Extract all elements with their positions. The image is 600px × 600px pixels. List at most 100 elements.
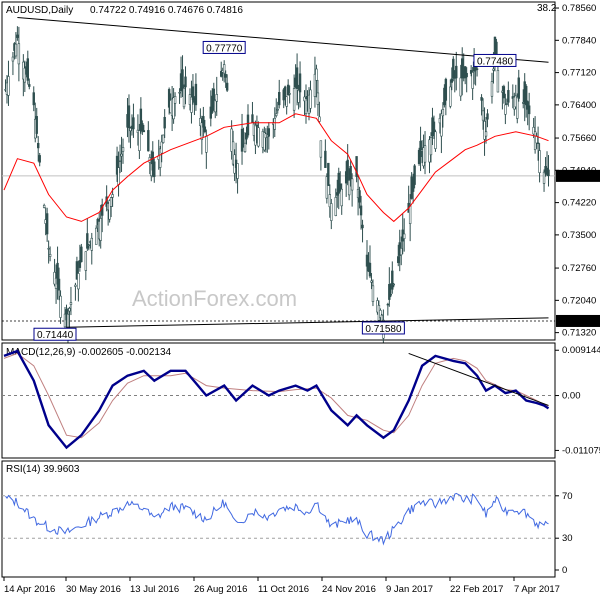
candle-body xyxy=(59,295,62,318)
candle-body xyxy=(459,77,462,97)
candle-body xyxy=(109,197,113,207)
date-tick-label: 9 Jan 2017 xyxy=(386,584,433,595)
date-tick-label: 11 Oct 2016 xyxy=(258,584,309,595)
candle-body xyxy=(159,148,162,168)
candle-body xyxy=(295,67,299,89)
candle-body xyxy=(147,130,150,152)
candle-body xyxy=(542,171,546,184)
candle-body xyxy=(325,176,329,199)
candle-body xyxy=(463,66,467,79)
time-axis: 14 Apr 2016 30 May 2016 13 Jul 2016 26 Aug … xyxy=(3,577,560,595)
candle-body xyxy=(379,309,382,318)
candle-body xyxy=(334,197,337,216)
candle-body xyxy=(139,108,143,132)
price-reference-lines xyxy=(2,175,555,322)
candle-body xyxy=(339,183,342,192)
price-annotation-label: 0.77770 xyxy=(206,43,243,54)
macd-tick-label: -0.011075 xyxy=(562,445,600,456)
candle-body xyxy=(57,278,61,291)
candle-body xyxy=(161,134,165,143)
candle-body xyxy=(132,117,135,130)
candle-body xyxy=(74,284,77,287)
candle-body xyxy=(32,92,35,106)
candle-body xyxy=(178,92,181,94)
candle-body xyxy=(45,213,49,235)
candle-body xyxy=(254,124,257,146)
candle-body xyxy=(181,69,184,90)
candle-body xyxy=(358,190,361,203)
candle-body xyxy=(86,233,89,249)
price-annotation-box xyxy=(33,327,77,341)
candle-body xyxy=(483,121,486,140)
candle-body xyxy=(461,58,464,79)
price-tick-label: 0.75660 xyxy=(562,133,596,144)
candle-body xyxy=(182,87,186,108)
candle-body xyxy=(524,85,528,106)
candle-body xyxy=(389,294,393,296)
candle-body xyxy=(142,130,146,133)
candle-body xyxy=(481,110,485,121)
candle-body xyxy=(278,92,281,106)
candle-body xyxy=(440,113,443,137)
candle-body xyxy=(496,69,500,93)
candle-body xyxy=(163,116,166,129)
candle-body xyxy=(68,308,71,312)
candle-body xyxy=(230,128,233,152)
candle-body xyxy=(63,313,67,328)
candle-body xyxy=(286,84,290,96)
candle-body xyxy=(505,103,509,105)
candle-body xyxy=(173,96,177,104)
price-panel: AUDUSD,Daily 0.74722 0.74916 0.74676 0.7… xyxy=(1,1,600,347)
candle-body xyxy=(23,67,27,83)
candle-body xyxy=(38,155,41,163)
rsi-axis: 70 30 0 xyxy=(555,491,573,576)
candle-body xyxy=(408,205,412,224)
candle-body xyxy=(465,72,468,78)
price-annotation-label: 0.77480 xyxy=(477,56,514,67)
candle-body xyxy=(336,192,339,196)
macd-signal-line xyxy=(3,352,549,439)
macd-tick-label: 0.009144 xyxy=(562,345,600,356)
price-annotation-box xyxy=(473,53,517,67)
candle-body xyxy=(330,203,333,221)
rsi-line xyxy=(5,492,549,546)
candle-body xyxy=(328,194,332,208)
candle-body xyxy=(84,251,88,271)
candle-body xyxy=(200,122,204,140)
candle-body xyxy=(220,71,223,77)
candle-body xyxy=(361,224,364,229)
candle-body xyxy=(37,142,40,149)
candle-body xyxy=(16,34,19,38)
candle-body xyxy=(450,78,454,83)
candle-body xyxy=(444,78,448,101)
candle-body xyxy=(121,147,125,152)
candle-body xyxy=(484,131,488,137)
candle-body xyxy=(535,135,538,144)
candle-body xyxy=(26,58,30,81)
candle-body xyxy=(371,285,375,302)
date-tick-label: 14 Apr 2016 xyxy=(4,584,55,595)
macd-tick-label: 0.00 xyxy=(562,391,581,402)
candle-body xyxy=(292,88,296,111)
candle-body xyxy=(340,188,343,207)
candle-body xyxy=(423,145,427,163)
rsi-tick-label: 30 xyxy=(562,533,573,544)
macd-panel: MACD(12,26,9) -0.002605 -0.002134 0.0091… xyxy=(1,342,600,459)
candle-body xyxy=(455,65,458,79)
price-tick-label: 0.72040 xyxy=(562,295,596,306)
candle-body xyxy=(190,96,193,113)
corner-value: 38.2 xyxy=(537,3,557,14)
price-tick-label: 0.78560 xyxy=(562,3,596,14)
price-tick-label: 0.73500 xyxy=(562,230,596,241)
candle-body xyxy=(138,130,141,151)
price-axis: 0.785600.778400.771200.764000.756600.749… xyxy=(555,3,600,339)
candle-body xyxy=(288,93,291,95)
candle-body xyxy=(141,123,144,132)
candle-body xyxy=(319,140,323,158)
rsi-tick-label: 70 xyxy=(562,491,573,502)
candle-body xyxy=(355,156,358,177)
candle-body xyxy=(400,248,403,256)
candle-body xyxy=(17,43,21,65)
rsi-panel-frame xyxy=(1,460,556,578)
price-panel-frame xyxy=(1,1,556,341)
